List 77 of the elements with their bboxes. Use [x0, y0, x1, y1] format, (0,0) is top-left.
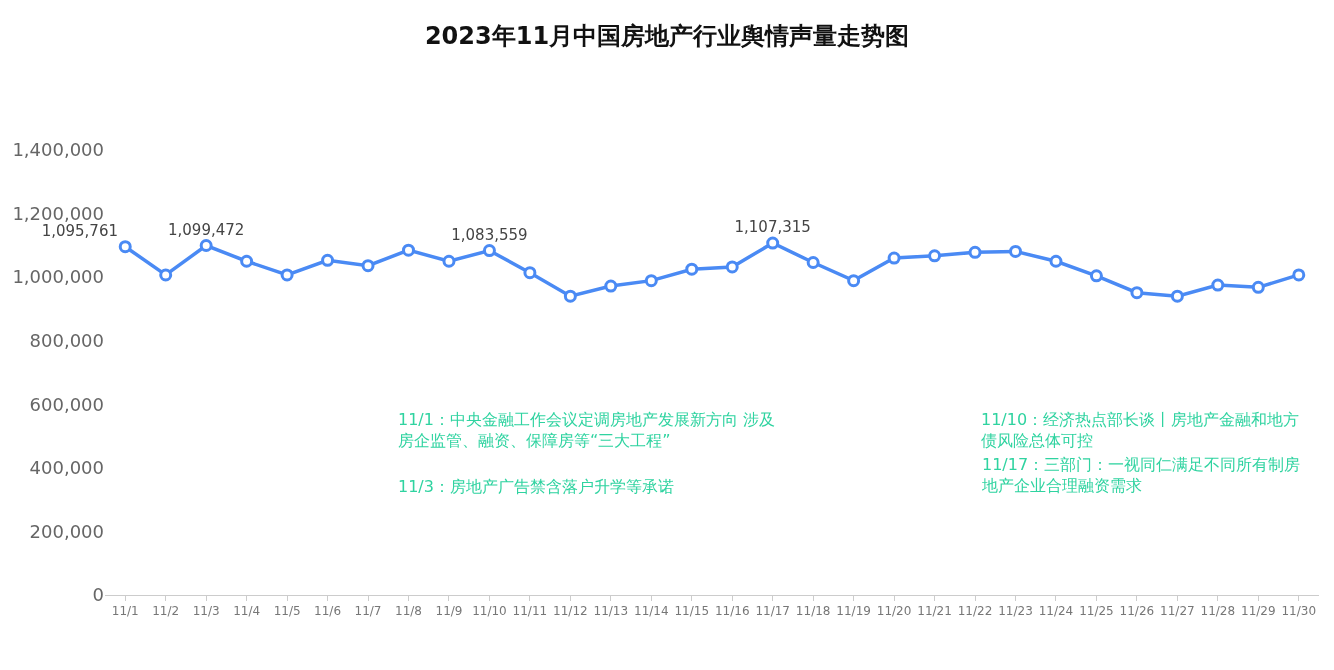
x-tick-label: 11/18 — [795, 604, 831, 619]
x-tick-label: 11/24 — [1038, 604, 1074, 619]
x-tick-label: 11/8 — [395, 604, 422, 619]
x-tick-label: 11/9 — [435, 604, 463, 619]
y-tick-label: 1,400,000 — [12, 139, 104, 161]
data-label: 1,083,559 — [451, 225, 528, 244]
x-tick-label: 11/22 — [957, 604, 993, 619]
x-tick-label: 11/2 — [152, 604, 180, 619]
x-tick-label: 11/21 — [917, 604, 952, 619]
y-tick-label: 800,000 — [29, 330, 104, 352]
point — [321, 253, 335, 267]
point — [806, 256, 820, 270]
point — [1130, 286, 1144, 300]
point — [240, 254, 254, 268]
x-tick-label: 11/17 — [755, 604, 790, 619]
x-tick-label: 11/1 — [111, 604, 139, 619]
point — [482, 244, 496, 258]
annotation: 11/17：三部门：一视同仁满足不同所有制房地产企业合理融资需求 — [981, 455, 1301, 495]
point — [523, 266, 537, 280]
annotation: 11/10：经济热点部长谈丨房地产金融和地方债风险总体可控 — [981, 410, 1300, 450]
point — [1251, 280, 1265, 294]
x-tick-label: 11/5 — [273, 604, 301, 619]
data-label: 1,095,761 — [41, 221, 118, 240]
chart-title: 2023年11月中国房地产行业舆情声量走势图 — [424, 21, 910, 50]
y-tick-label: 600,000 — [29, 393, 104, 415]
x-tick-label: 11/6 — [314, 604, 342, 619]
x-tick-label: 11/16 — [714, 604, 750, 619]
annotation: 11/1：中央金融工作会议定调房地产发展新方向 涉及房企监管、融资、保障房等“三大工程” — [398, 410, 776, 450]
x-tick-label: 11/4 — [233, 604, 261, 619]
x-tick-label: 11/10 — [472, 604, 507, 619]
annotation: 11/3：房地产广告禁含落户升学等承诺 — [398, 477, 674, 496]
x-tick-label: 11/11 — [512, 604, 548, 619]
y-tick-label: 200,000 — [29, 520, 104, 542]
x-tick-label: 11/25 — [1079, 604, 1114, 619]
x-tick-label: 11/12 — [553, 604, 588, 619]
x-tick-label: 11/23 — [998, 604, 1033, 619]
x-tick-label: 11/20 — [876, 604, 912, 619]
x-tick-label: 11/29 — [1241, 604, 1276, 619]
x-tick-label: 11/15 — [674, 604, 710, 619]
data-label: 1,107,315 — [734, 218, 811, 237]
point — [1089, 269, 1103, 283]
point — [402, 243, 415, 257]
x-tick-label: 11/3 — [192, 604, 220, 619]
y-tick-label: 1,200,000 — [12, 202, 104, 224]
point — [1292, 268, 1306, 282]
point — [1170, 289, 1184, 303]
point — [766, 236, 780, 250]
data-label: 1,099,472 — [168, 220, 245, 239]
x-tick-label: 11/19 — [836, 604, 871, 619]
point — [685, 262, 699, 276]
point — [1049, 254, 1063, 268]
x-tick-label: 11/13 — [593, 604, 629, 619]
point — [725, 260, 739, 274]
point — [928, 249, 942, 263]
point — [442, 254, 456, 268]
point — [1211, 278, 1225, 292]
point — [118, 240, 132, 254]
x-tick-label: 11/28 — [1200, 604, 1236, 619]
point — [1009, 244, 1022, 258]
point — [563, 289, 577, 303]
point — [968, 245, 982, 259]
y-tick-label: 1,000,000 — [12, 266, 104, 288]
x-tick-label: 11/27 — [1160, 604, 1195, 619]
x-tick-label: 11/26 — [1119, 604, 1155, 619]
point — [644, 274, 658, 288]
point — [887, 251, 901, 265]
point — [280, 268, 294, 282]
y-tick-label: 400,000 — [29, 457, 104, 479]
point — [847, 274, 861, 288]
x-tick-label: 11/30 — [1281, 604, 1317, 619]
y-tick-label: 0 — [92, 584, 104, 606]
x-tick-label: 11/7 — [354, 604, 382, 619]
point — [159, 268, 173, 282]
x-tick-label: 11/14 — [634, 604, 669, 619]
point — [361, 259, 375, 273]
point — [199, 239, 213, 253]
point — [604, 279, 618, 293]
